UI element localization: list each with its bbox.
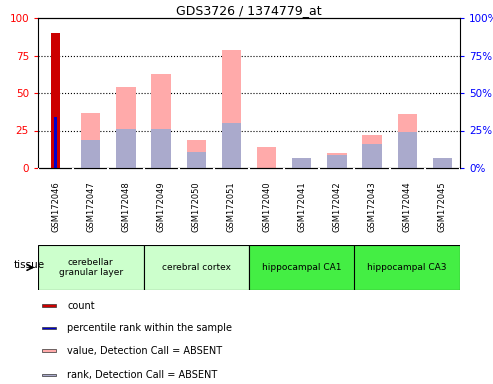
Text: count: count bbox=[67, 301, 95, 311]
Bar bbox=[151, 129, 171, 168]
Bar bbox=[186, 139, 206, 168]
Text: GSM172046: GSM172046 bbox=[51, 181, 60, 232]
Text: hippocampal CA3: hippocampal CA3 bbox=[367, 263, 447, 272]
Text: GSM172050: GSM172050 bbox=[192, 181, 201, 232]
Bar bbox=[354, 245, 460, 290]
Text: GSM172047: GSM172047 bbox=[86, 181, 95, 232]
Text: GSM172041: GSM172041 bbox=[297, 181, 306, 232]
Bar bbox=[327, 153, 347, 168]
Text: GSM172049: GSM172049 bbox=[157, 181, 166, 232]
Text: GSM172040: GSM172040 bbox=[262, 181, 271, 232]
Text: GSM172044: GSM172044 bbox=[403, 181, 412, 232]
Bar bbox=[186, 152, 206, 168]
Bar bbox=[362, 135, 382, 168]
Bar bbox=[222, 123, 241, 168]
Bar bbox=[397, 132, 417, 168]
Bar bbox=[42, 374, 56, 376]
Text: GSM172048: GSM172048 bbox=[121, 181, 131, 232]
Bar bbox=[81, 113, 101, 168]
Bar bbox=[397, 114, 417, 168]
Bar bbox=[42, 304, 56, 307]
Bar bbox=[54, 117, 57, 168]
Text: GSM172051: GSM172051 bbox=[227, 181, 236, 232]
Bar bbox=[433, 157, 452, 168]
Text: GSM172045: GSM172045 bbox=[438, 181, 447, 232]
Bar bbox=[257, 147, 276, 168]
Text: GSM172043: GSM172043 bbox=[368, 181, 377, 232]
Bar bbox=[362, 144, 382, 168]
Text: value, Detection Call = ABSENT: value, Detection Call = ABSENT bbox=[67, 346, 222, 356]
Bar bbox=[222, 50, 241, 168]
Bar bbox=[42, 327, 56, 329]
Bar bbox=[327, 154, 347, 168]
Bar bbox=[151, 73, 171, 168]
Bar bbox=[143, 245, 249, 290]
Bar bbox=[51, 33, 60, 168]
Bar bbox=[292, 157, 312, 168]
Bar bbox=[38, 245, 143, 290]
Text: cerebellar
granular layer: cerebellar granular layer bbox=[59, 258, 123, 277]
Text: hippocampal CA1: hippocampal CA1 bbox=[262, 263, 342, 272]
Bar bbox=[81, 139, 101, 168]
Title: GDS3726 / 1374779_at: GDS3726 / 1374779_at bbox=[176, 4, 322, 17]
Text: cerebral cortex: cerebral cortex bbox=[162, 263, 231, 272]
Bar bbox=[116, 87, 136, 168]
Bar bbox=[116, 129, 136, 168]
Text: tissue: tissue bbox=[13, 260, 44, 270]
Text: percentile rank within the sample: percentile rank within the sample bbox=[67, 323, 232, 333]
Text: rank, Detection Call = ABSENT: rank, Detection Call = ABSENT bbox=[67, 370, 217, 380]
Text: GSM172042: GSM172042 bbox=[332, 181, 342, 232]
Bar bbox=[42, 349, 56, 352]
Bar bbox=[249, 245, 354, 290]
